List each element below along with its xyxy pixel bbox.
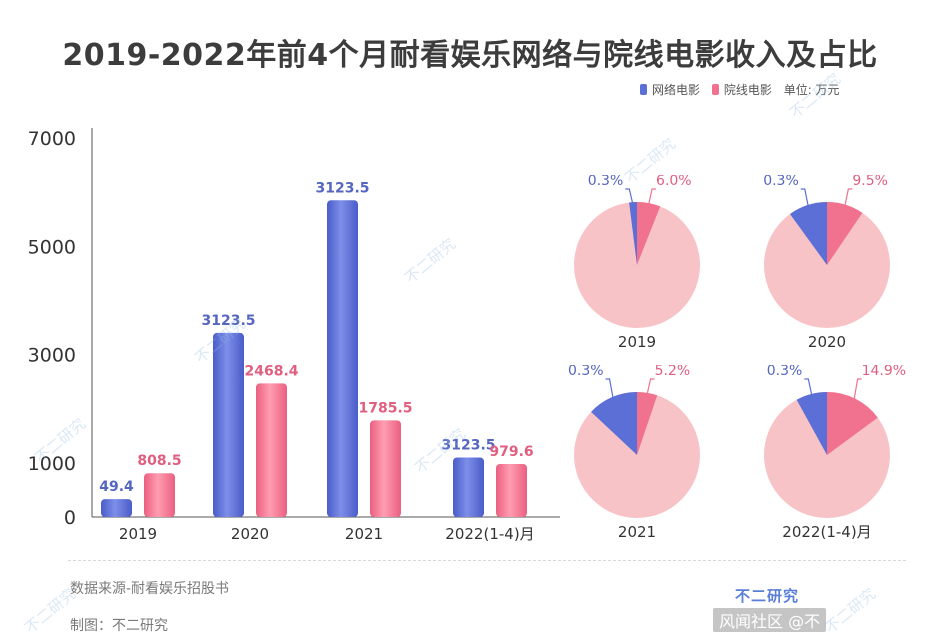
pie-slice-cinema [827, 392, 878, 455]
leader-line-network [800, 188, 810, 210]
bar-network [453, 457, 484, 517]
pie-slice-network [789, 202, 827, 265]
pie-label-network: 0.3% [767, 365, 803, 379]
x-tick-label: 2021 [345, 525, 383, 543]
pie-label-network: 0.3% [588, 175, 624, 189]
data-label-network: 3123.5 [441, 437, 495, 453]
data-label-cinema: 2468.4 [244, 363, 298, 379]
legend-label-network: 网络电影 [652, 83, 701, 97]
pie-label-cinema: 6.0% [656, 175, 692, 189]
pie-slice-network [591, 392, 637, 455]
pie-label-cinema: 14.9% [862, 365, 906, 379]
leader-line-network [605, 378, 615, 401]
pie-chart-2021: 0.3% 5.2% 2021 [565, 363, 725, 554]
watermark: 不二研究 [821, 584, 880, 638]
leader-line-cinema [843, 188, 853, 209]
leader-line-cinema [646, 378, 655, 397]
data-label-cinema: 808.5 [137, 453, 181, 469]
y-tick-label: 0 [64, 507, 76, 529]
y-tick-label: 7000 [28, 128, 76, 150]
legend: 网络电影 院线电影 单位: 万元 [640, 81, 840, 98]
chart-title: 2019-2022年前4个月耐看娱乐网络与院线电影收入及占比 [62, 38, 878, 73]
bar-cinema [496, 463, 527, 517]
pie-year-label: 2020 [808, 333, 846, 351]
pie-year-label: 2022(1-4)月 [782, 523, 871, 541]
legend-swatch-cinema [711, 84, 719, 95]
y-tick-label: 5000 [28, 236, 76, 258]
pie-slice-network [629, 202, 637, 265]
y-tick-label: 1000 [28, 453, 76, 475]
maker-note: 制图：不二研究 [70, 618, 168, 634]
x-tick-label: 2020 [231, 525, 269, 543]
legend-item-cinema: 院线电影 [711, 82, 772, 97]
pie-chart-2022: 0.3% 14.9% 2022(1-4)月 [755, 363, 915, 554]
pie-svg-2019: 0.3% 6.0% 2019 [574, 173, 700, 351]
bar-network [101, 499, 132, 517]
bar-cinema [144, 473, 175, 517]
data-label-network: 49.4 [99, 479, 134, 495]
leader-line-network [804, 378, 813, 398]
data-label-network: 3123.5 [201, 313, 255, 329]
leader-line-network [625, 188, 634, 207]
x-tick-label: 2019 [119, 525, 157, 543]
footer-divider [68, 560, 906, 561]
pie-slice-cinema [637, 392, 658, 455]
legend-label-cinema: 院线电影 [723, 83, 772, 97]
bar-network [327, 200, 358, 517]
pie-svg-2022: 0.3% 14.9% 2022(1-4)月 [764, 363, 906, 541]
pie-label-cinema: 5.2% [655, 365, 691, 379]
pie-slice-network [796, 392, 827, 455]
bar-cinema [370, 420, 401, 517]
pie-chart-2020: 0.3% 9.5% 2020 [755, 173, 915, 364]
data-label-cinema: 979.6 [489, 444, 533, 460]
source-note: 数据来源-耐看娱乐招股书 [70, 581, 230, 597]
leader-line-cinema [853, 378, 862, 403]
pie-svg-2021: 0.3% 5.2% 2021 [568, 363, 700, 541]
pie-label-network: 0.3% [568, 365, 604, 379]
pie-chart-2019: 0.3% 6.0% 2019 [565, 173, 725, 364]
pie-slice-cinema [637, 202, 661, 265]
data-label-network: 3123.5 [315, 180, 369, 196]
bar-network [213, 332, 244, 517]
legend-item-network: 网络电影 [640, 82, 701, 97]
pie-slice-cinema [827, 202, 863, 265]
bar-chart: 7000 5000 3000 1000 0 2019 2020 2021 2022(1-4)月 4… [28, 128, 560, 543]
legend-swatch-network [640, 84, 647, 95]
pie-label-network: 0.3% [763, 175, 799, 189]
brand-logo: 不二研究 [735, 587, 800, 605]
watermark-tag: 风闻社区 @不 [713, 608, 827, 632]
leader-line-cinema [647, 188, 657, 208]
pie-year-label: 2019 [618, 333, 656, 351]
data-label-cinema: 1785.5 [358, 400, 412, 416]
pie-label-cinema: 9.5% [852, 175, 888, 189]
bar-cinema [256, 383, 287, 517]
x-tick-label: 2022(1-4)月 [445, 525, 534, 543]
pie-year-label: 2021 [618, 523, 656, 541]
legend-unit: 单位: 万元 [783, 83, 840, 97]
y-tick-label: 3000 [28, 345, 76, 367]
pie-svg-2020: 0.3% 9.5% 2020 [763, 173, 890, 351]
